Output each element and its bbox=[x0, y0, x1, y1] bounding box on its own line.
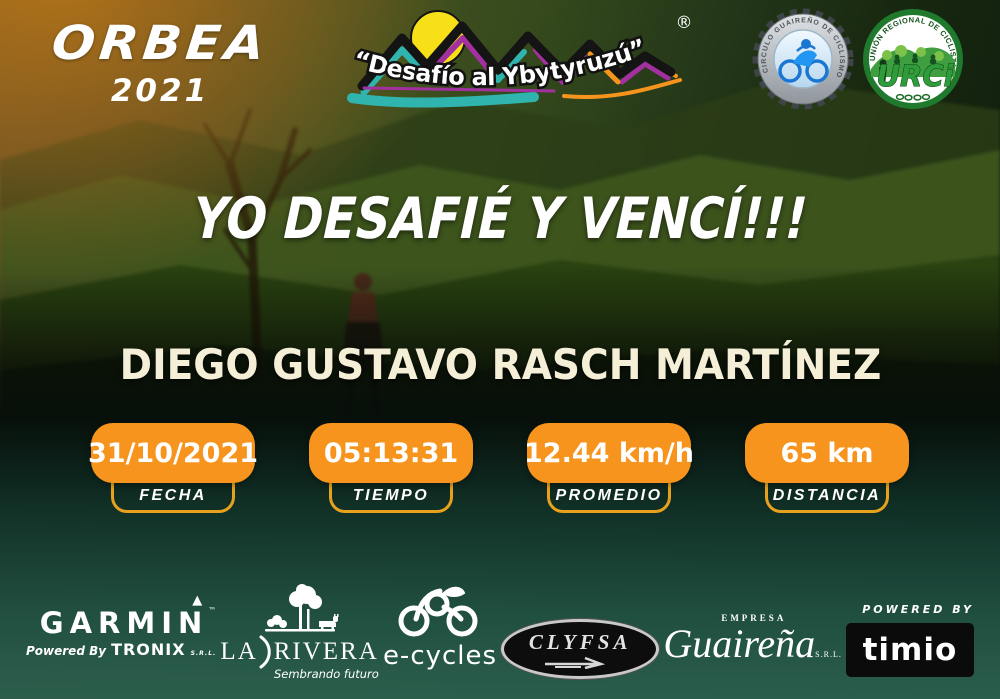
guairena-wordmark: Guaireña bbox=[663, 621, 816, 666]
cyclist-line-icon bbox=[398, 586, 478, 637]
la-rivera-second: RIVERA bbox=[273, 638, 379, 665]
blue-cyclist-icon bbox=[778, 39, 829, 83]
orbea-year: 2021 bbox=[110, 73, 210, 109]
garmin-powered-by: Powered By bbox=[26, 644, 107, 658]
la-rivera-first: LA bbox=[220, 638, 258, 665]
stat-tiempo: 05:13:31 TIEMPO bbox=[309, 423, 473, 513]
timio-wordmark: timio bbox=[862, 632, 958, 668]
arrow-icon bbox=[545, 656, 606, 669]
garmin-logo: GARMIN™ ▲ Powered By TRONIX S.R.L. bbox=[26, 593, 217, 659]
e-cycles-wordmark: e-cycles bbox=[382, 641, 498, 671]
stat-value-pill: 12.44 km/h bbox=[524, 423, 694, 483]
stat-value: 05:13:31 bbox=[323, 437, 459, 469]
timio-logo: POWERED BY timio bbox=[845, 603, 974, 677]
stat-label: TIEMPO bbox=[352, 487, 430, 504]
stat-value: 12.44 km/h bbox=[524, 437, 694, 469]
orbea-wordmark: ORBEA bbox=[48, 16, 272, 71]
urci-logo: UNIÓN REGIONAL DE CICLISTAS URCi bbox=[863, 9, 963, 109]
circulo-guaireno-logo: CIRCULO GUAIREÑO DE CICLISMO bbox=[752, 8, 854, 110]
stats-row: 31/10/2021 FECHA 05:13:31 TIEMPO 12.44 k… bbox=[0, 423, 1000, 513]
stat-value-pill: 05:13:31 bbox=[309, 423, 473, 483]
sponsors-bar: GARMIN™ ▲ Powered By TRONIX S.R.L. bbox=[26, 569, 974, 699]
clyfsa-wordmark: CLYFSA bbox=[528, 629, 632, 654]
stat-distancia: 65 km DISTANCIA bbox=[745, 423, 909, 513]
cyclists-icons bbox=[894, 53, 936, 64]
stat-promedio: 12.44 km/h PROMEDIO bbox=[524, 423, 694, 513]
stat-value: 31/10/2021 bbox=[88, 437, 259, 469]
event-logo: “Desafío al Ybytyruzú” ® bbox=[347, 10, 693, 108]
tronix-srl: S.R.L. bbox=[190, 650, 217, 657]
guairena-overline: EMPRESA bbox=[721, 613, 787, 623]
clyfsa-logo: CLYFSA bbox=[501, 619, 660, 679]
la-rivera-logo: LA RIVERA Sembrando futuro bbox=[220, 583, 379, 681]
farm-icon bbox=[264, 584, 339, 632]
stat-label: PROMEDIO bbox=[555, 487, 663, 504]
orbea-logo: ORBEA 2021 bbox=[26, 16, 294, 109]
mountains-outline-icon bbox=[357, 21, 676, 91]
athlete-name: DIEGO GUSTAVO RASCH MARTÍNEZ bbox=[119, 340, 881, 389]
garmin-wordmark: GARMIN bbox=[39, 606, 209, 640]
timio-powered-by: POWERED BY bbox=[862, 603, 974, 616]
stat-value-pill: 65 km bbox=[745, 423, 909, 483]
stat-label: FECHA bbox=[139, 487, 207, 504]
guairena-logo: EMPRESA GuaireñaS.R.L. bbox=[663, 613, 842, 667]
garmin-trademark: ™ bbox=[208, 606, 217, 615]
urci-acronym: URCi bbox=[876, 59, 954, 93]
stat-value-pill: 31/10/2021 bbox=[88, 423, 259, 483]
stat-fecha: 31/10/2021 FECHA bbox=[88, 423, 259, 513]
e-cycles-logo: e-cycles bbox=[383, 577, 497, 671]
dark-cyclist-icon bbox=[879, 59, 887, 85]
timio-box: timio bbox=[845, 623, 974, 677]
chain-icon bbox=[895, 93, 931, 101]
tronix-wordmark: TRONIX bbox=[111, 640, 186, 659]
registered-mark: ® bbox=[676, 13, 693, 33]
stat-label: DISTANCIA bbox=[772, 487, 882, 504]
stat-value: 65 km bbox=[780, 437, 874, 469]
swoosh-icon bbox=[259, 635, 271, 669]
headline: YO DESAFIÉ Y VENCÍ!!! bbox=[191, 186, 809, 252]
guairena-srl: S.R.L. bbox=[815, 650, 842, 659]
clyfsa-ellipse: CLYFSA bbox=[501, 619, 660, 679]
garmin-triangle-icon: ▲ bbox=[192, 593, 203, 608]
la-rivera-tagline: Sembrando futuro bbox=[273, 667, 379, 681]
